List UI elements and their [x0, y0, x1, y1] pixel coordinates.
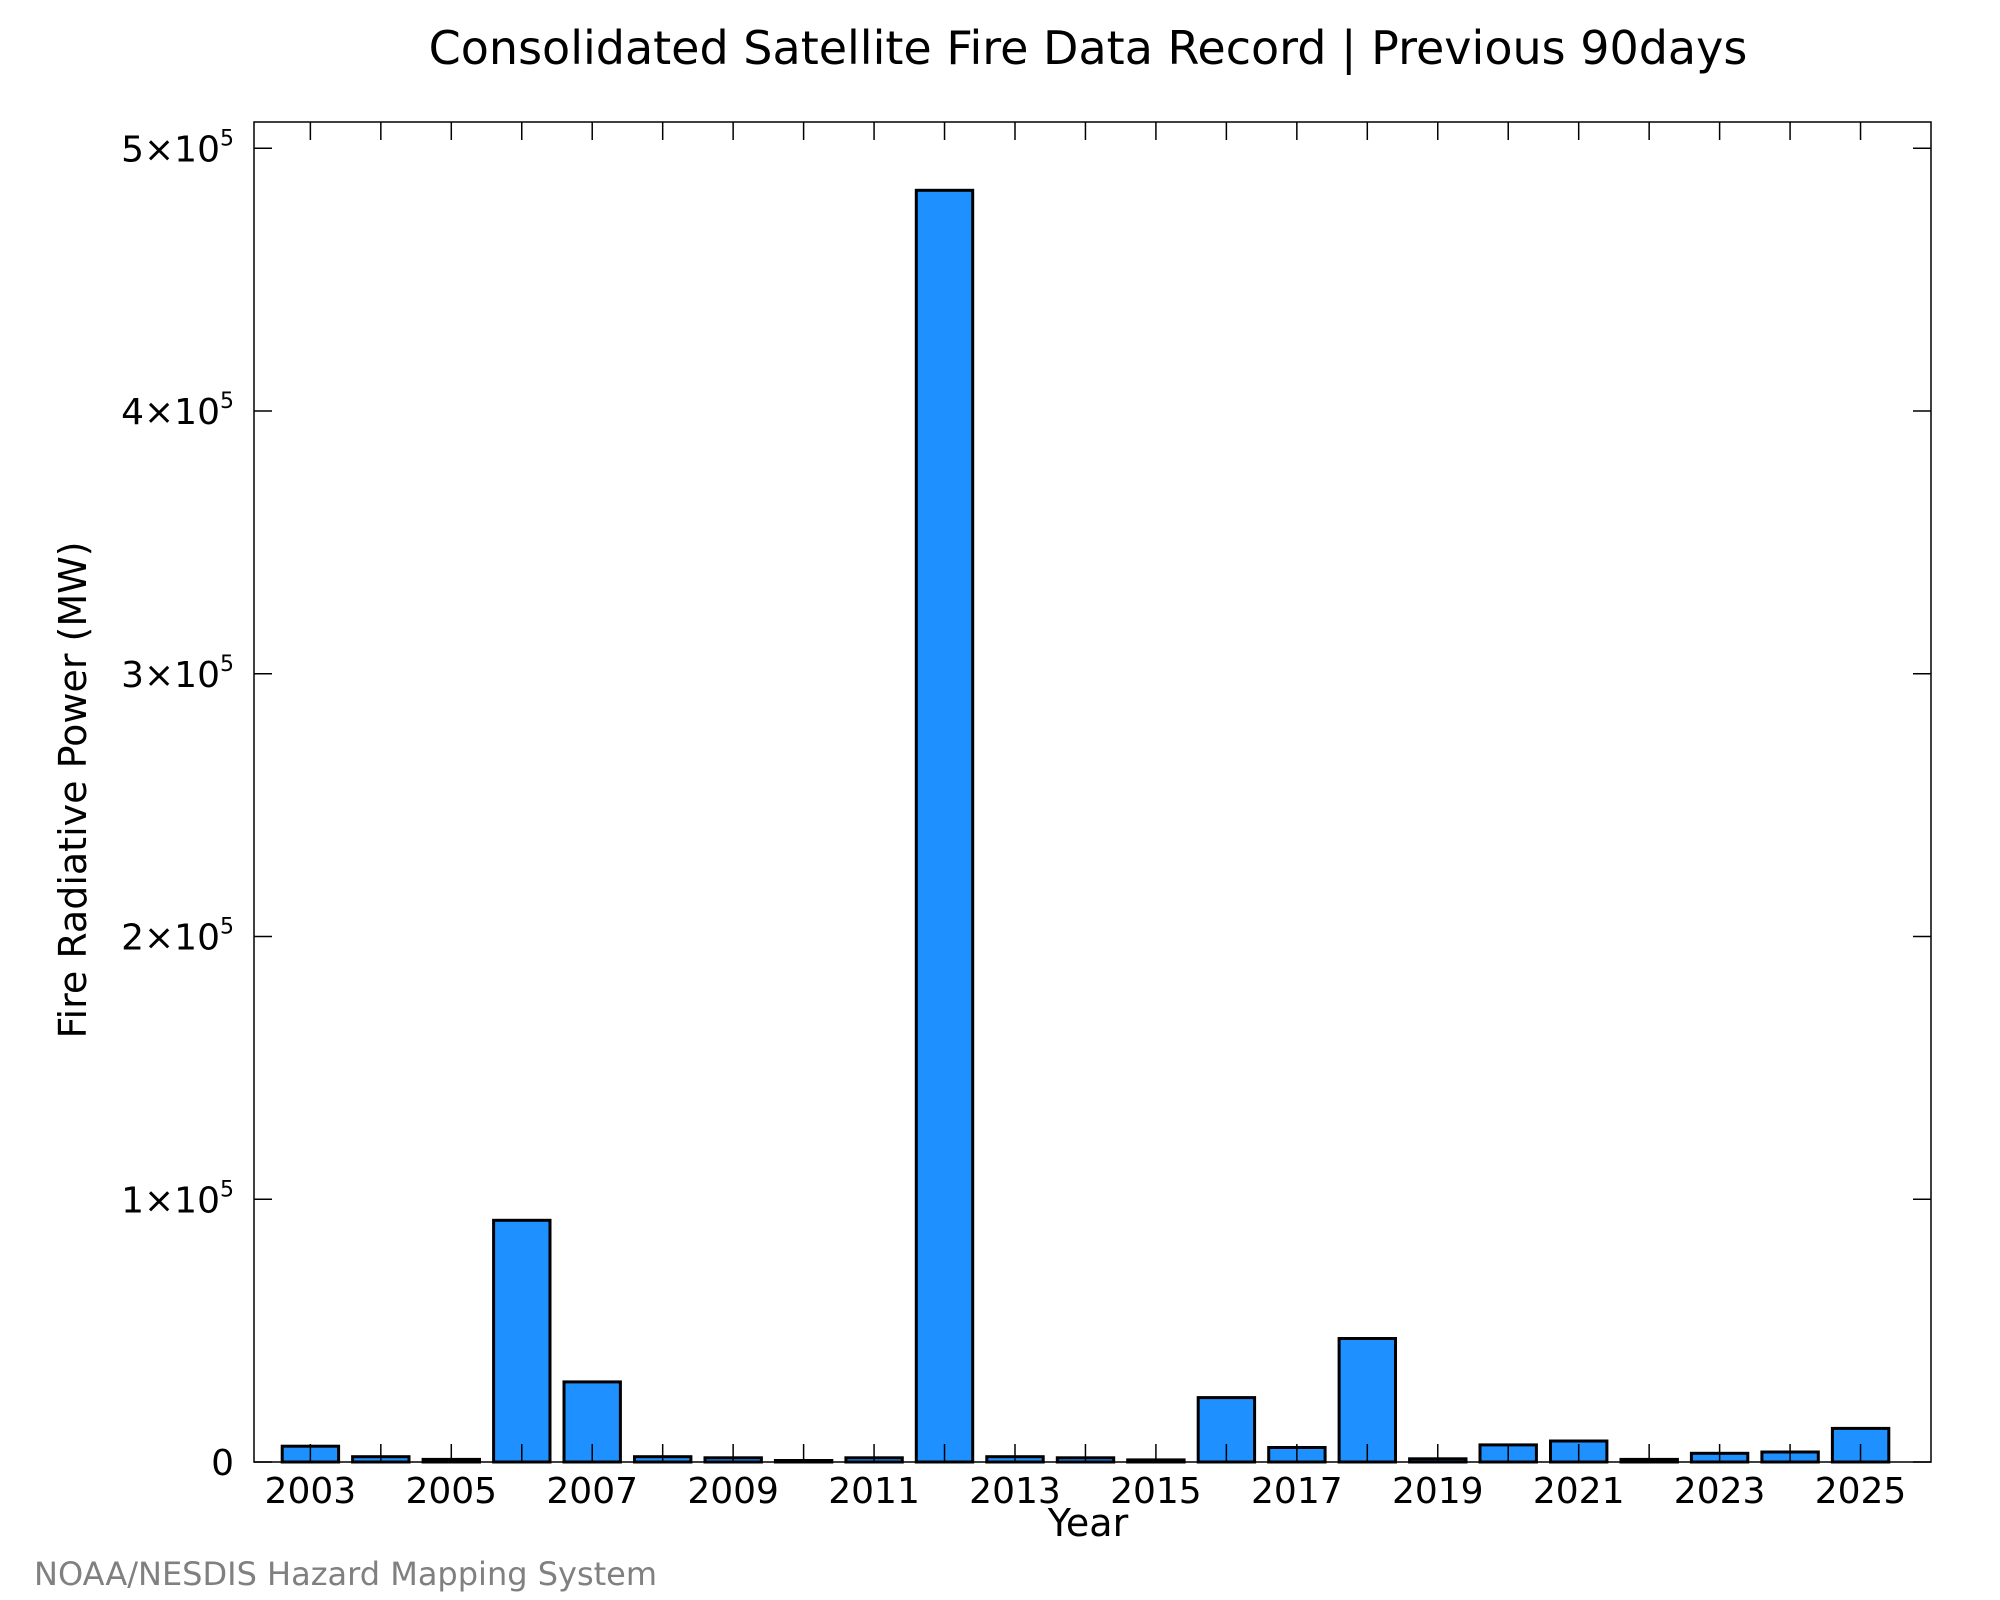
x-tick-label: 2009	[687, 1471, 779, 1512]
y-tick-label: 1×105	[121, 1177, 234, 1221]
chart-title: Consolidated Satellite Fire Data Record …	[429, 21, 1748, 76]
y-axis-label: Fire Radiative Power (MW)	[51, 541, 95, 1038]
x-tick-label: 2007	[546, 1471, 638, 1512]
plot-frame	[253, 121, 1932, 1463]
x-tick-label: 2025	[1815, 1471, 1907, 1512]
y-tick-label: 3×105	[121, 652, 234, 696]
y-tick-label: 0	[211, 1443, 234, 1484]
x-tick-label: 2003	[265, 1471, 357, 1512]
x-tick-label: 2015	[1110, 1471, 1202, 1512]
bar-2006	[492, 1218, 552, 1464]
y-tick-label: 5×105	[121, 126, 234, 170]
y-tick-label: 2×105	[121, 915, 234, 959]
x-tick-label: 2021	[1533, 1471, 1625, 1512]
x-tick-label: 2023	[1674, 1471, 1766, 1512]
x-tick-label: 2011	[828, 1471, 920, 1512]
x-tick-label: 2005	[405, 1471, 497, 1512]
plot-area: 0 1×105 2×105 3×105 4×105 5×105 2003 2005 2007 20…	[121, 121, 1932, 1512]
bar-2018	[1337, 1337, 1397, 1464]
bar-2012	[914, 188, 975, 1464]
credit-text: NOAA/NESDIS Hazard Mapping System	[34, 1555, 657, 1593]
y-tick-label: 4×105	[121, 389, 234, 433]
x-tick-label: 2019	[1392, 1471, 1484, 1512]
x-tick-label: 2017	[1251, 1471, 1343, 1512]
x-axis-label: Year	[1047, 1501, 1129, 1545]
x-tick-label: 2013	[969, 1471, 1061, 1512]
